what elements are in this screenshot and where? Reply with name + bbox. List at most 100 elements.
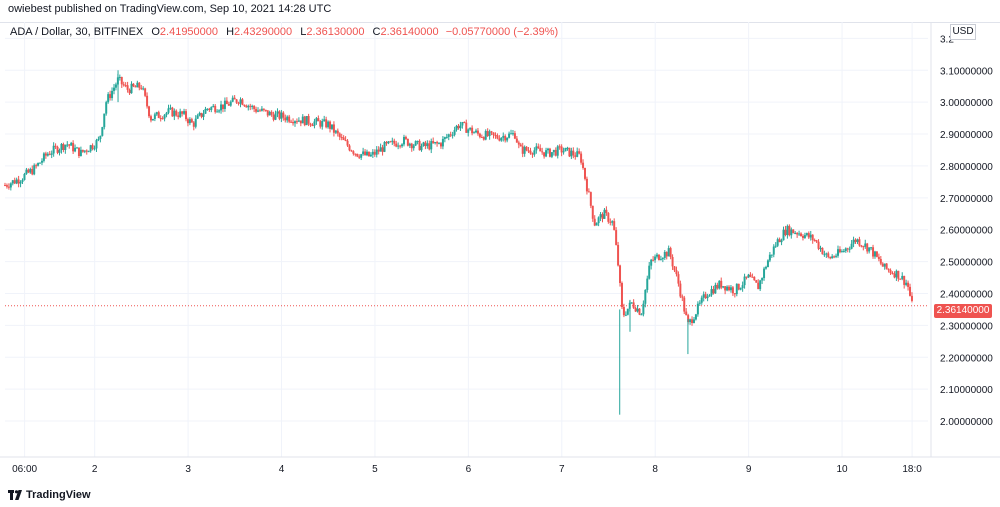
candle-body	[262, 108, 265, 110]
candle-body	[545, 150, 548, 157]
candle-body	[833, 256, 836, 258]
candle-body	[13, 180, 16, 184]
candle-body	[547, 148, 550, 151]
candle-body	[101, 127, 104, 136]
candle-body	[519, 144, 522, 147]
candle-body	[278, 111, 281, 119]
publication-info: owiebest published on TradingView.com, S…	[8, 3, 332, 15]
candle-body	[463, 122, 466, 124]
legend-low-label: L	[300, 26, 307, 38]
candle-body	[469, 127, 472, 130]
currency-button[interactable]: USD	[950, 24, 976, 40]
candle-body	[293, 121, 296, 124]
candle-body	[872, 247, 875, 257]
y-tick-label: 2.30000000	[940, 321, 993, 332]
y-tick-label: 2.80000000	[940, 162, 993, 173]
candles-layer	[4, 70, 913, 415]
candle-body	[548, 148, 551, 157]
candle-body	[375, 149, 378, 155]
candle-body	[574, 155, 577, 157]
candle-body	[535, 146, 538, 151]
candle-body	[401, 144, 404, 147]
candle-body	[792, 229, 795, 234]
candle-body	[196, 115, 199, 119]
candle-body	[297, 120, 300, 122]
candle-body	[473, 132, 476, 134]
candle-body	[591, 205, 594, 219]
candle-body	[550, 152, 553, 157]
candle-body	[329, 121, 332, 129]
candle-body	[815, 240, 818, 242]
candle-body	[515, 138, 518, 143]
candle-body	[492, 132, 495, 136]
candle-body	[266, 110, 269, 116]
candle-body	[186, 119, 189, 124]
candle-body	[650, 259, 653, 266]
candle-body	[726, 286, 729, 291]
candle-body	[19, 181, 22, 184]
candle-body	[303, 116, 306, 126]
candle-body	[307, 116, 310, 124]
candle-body	[346, 140, 349, 146]
candle-body	[486, 131, 489, 136]
candle-body	[126, 85, 129, 90]
candle-body	[881, 263, 884, 267]
candle-body	[599, 214, 602, 218]
legend-open-value: 2.41950000	[159, 26, 219, 38]
candle-body	[264, 109, 267, 111]
candle-body	[354, 153, 357, 155]
candle-body	[4, 185, 6, 187]
candle-body	[605, 209, 608, 214]
candle-body	[803, 235, 806, 238]
candle-body	[691, 319, 694, 323]
candle-body	[745, 276, 748, 278]
candle-body	[439, 143, 442, 147]
candle-body	[677, 274, 680, 284]
y-tick-label: 3.2	[940, 34, 954, 45]
candle-body	[657, 254, 660, 260]
candle-body	[710, 289, 713, 296]
candle-body	[718, 280, 721, 289]
candle-body	[722, 286, 725, 288]
price-chart[interactable]: 3.2 3.10000000 3.00000000 2.90000000 2.80000…	[0, 22, 1000, 484]
candle-body	[556, 146, 559, 156]
candle-body	[576, 151, 579, 157]
candle-body	[77, 147, 80, 157]
candle-body	[367, 151, 370, 157]
candle-body	[286, 116, 289, 121]
x-tick-label: 9	[746, 464, 752, 475]
candle-body	[729, 287, 732, 291]
candle-body	[897, 270, 900, 279]
candle-body	[498, 138, 501, 141]
candle-body	[449, 134, 452, 136]
candle-body	[615, 230, 618, 245]
candle-body	[445, 136, 448, 138]
candle-body	[241, 99, 244, 105]
candle-body	[416, 140, 419, 142]
candle-body	[506, 137, 509, 141]
footer-brand[interactable]: TradingView	[8, 488, 91, 502]
candle-body	[794, 233, 797, 235]
candle-body	[50, 153, 53, 155]
candle-body	[582, 162, 585, 168]
candle-body	[511, 133, 514, 135]
candle-body	[823, 254, 826, 256]
candle-body	[89, 145, 92, 152]
candle-body	[87, 151, 90, 153]
candle-body	[537, 146, 540, 149]
candle-body	[340, 137, 343, 139]
candle-body	[364, 151, 367, 156]
candle-body	[562, 151, 565, 153]
candle-body	[465, 122, 468, 133]
candle-body	[617, 244, 620, 266]
legend-symbol: ADA / Dollar, 30, BITFINEX	[10, 26, 144, 38]
candle-body	[572, 150, 575, 156]
candle-body	[227, 104, 230, 106]
candle-body	[157, 112, 160, 119]
candle-body	[301, 116, 304, 124]
candle-body	[153, 114, 156, 119]
candle-body	[216, 111, 219, 113]
candle-body	[414, 141, 417, 146]
candle-body	[850, 243, 853, 249]
candle-body	[428, 143, 431, 150]
